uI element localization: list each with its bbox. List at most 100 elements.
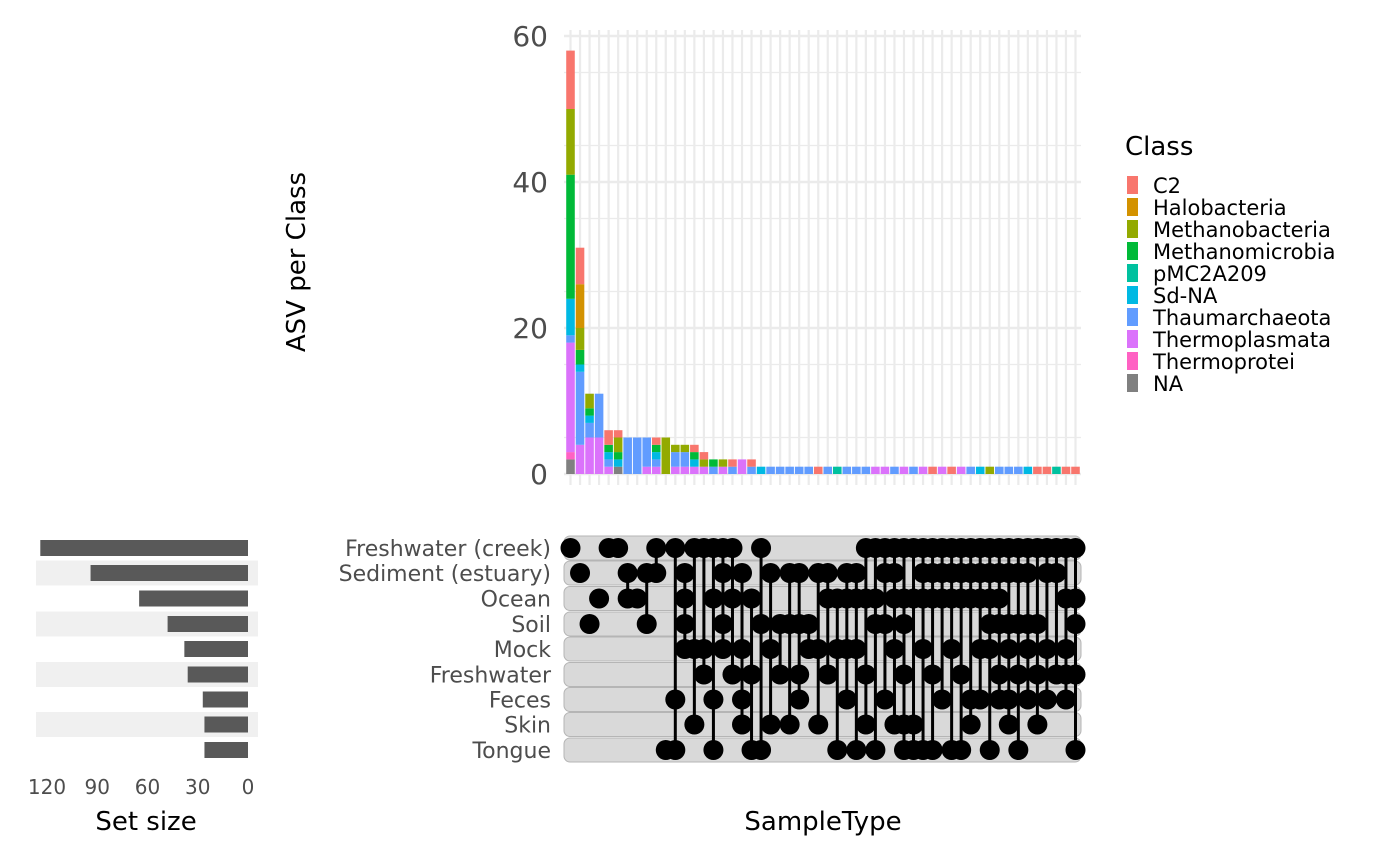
matrix-dot (722, 664, 743, 685)
matrix-dot (751, 538, 772, 558)
bar-segment (671, 466, 680, 474)
bar-segment (966, 466, 975, 474)
intersection-bar-panel: 0 20 40 60 (512, 20, 1081, 491)
bar-segment (604, 452, 613, 460)
set-label: Soil (511, 613, 551, 638)
matrix-dot (941, 639, 962, 659)
matrix-dot (865, 588, 886, 609)
bar-segment (699, 452, 709, 460)
set-size-tick-label: 0 (242, 775, 255, 799)
y-axis-title: ASV per Class (282, 172, 312, 352)
legend-label: Thermoprotei (1152, 350, 1295, 374)
set-size-axis-title: Set size (95, 807, 196, 837)
set-size-bar (167, 616, 248, 632)
set-size-tick-label: 90 (85, 775, 110, 799)
matrix-dot (1065, 538, 1086, 558)
legend-label: Methanomicrobia (1153, 240, 1336, 264)
matrix-dot (989, 588, 1010, 609)
matrix-dot (684, 714, 705, 735)
legend-swatch (1127, 374, 1138, 392)
matrix-dot (874, 614, 895, 634)
bar-segment (1052, 466, 1061, 474)
bar-segment (671, 444, 680, 453)
matrix-dot (893, 614, 914, 634)
set-label: Freshwater (430, 664, 552, 689)
bar-segment (566, 50, 575, 109)
matrix-dot (646, 538, 667, 558)
matrix-dot (979, 639, 1000, 659)
matrix-dot (989, 664, 1010, 685)
matrix-dot (732, 563, 753, 583)
matrix-dot (884, 639, 905, 659)
matrix-dot (1065, 664, 1086, 685)
bar-segment (747, 459, 756, 467)
bar-segment (575, 371, 585, 445)
bar-segment (613, 466, 623, 474)
bar-segment (1061, 466, 1071, 474)
bar-segment (566, 174, 575, 299)
matrix-dot (674, 588, 695, 609)
bar-segment (842, 466, 852, 474)
bar-segment (794, 466, 804, 474)
matrix-dot (1017, 639, 1038, 659)
matrix-dot (741, 664, 762, 685)
matrix-dot (808, 714, 829, 735)
set-size-panel: 120 90 60 30 0 (28, 540, 258, 799)
matrix-dot (884, 563, 905, 583)
bar-segment (718, 459, 728, 467)
bar-segment (947, 466, 956, 474)
matrix-dot (1008, 740, 1029, 760)
matrix-dot (865, 740, 886, 760)
legend-label: Methanobacteria (1153, 218, 1331, 242)
bar-segment (566, 109, 575, 175)
matrix-dot (693, 639, 714, 659)
bar-segment (747, 466, 756, 474)
set-size-tick-label: 30 (185, 775, 210, 799)
bar-segment (642, 466, 652, 474)
matrix-dot (1017, 689, 1038, 710)
matrix-dot (922, 664, 943, 685)
bar-segment (575, 444, 585, 474)
bar-segment (804, 466, 813, 474)
matrix-dot (779, 714, 800, 735)
matrix-dot (789, 664, 810, 685)
bar-segment (594, 437, 604, 474)
matrix-dot (1027, 614, 1048, 634)
set-label: Tongue (471, 739, 551, 764)
matrix-dot (712, 563, 733, 583)
set-label: Mock (494, 638, 552, 663)
matrix-dot (665, 689, 686, 710)
matrix-dot (760, 563, 781, 583)
bar-segment (728, 459, 737, 467)
bar-segment (680, 466, 690, 474)
bar-segment (575, 284, 585, 328)
matrix-dot (627, 588, 648, 609)
matrix-dot (703, 740, 724, 760)
legend-swatch (1127, 198, 1138, 216)
bar-segment (690, 459, 699, 467)
bar-segment (594, 393, 604, 438)
matrix-dot (636, 614, 657, 634)
matrix-dot (789, 563, 810, 583)
bar-segment (651, 452, 661, 460)
matrix-dot (932, 689, 953, 710)
bar-segment (699, 459, 709, 467)
matrix-dot (732, 714, 753, 735)
matrix-dot (1036, 639, 1057, 659)
bar-segment (709, 466, 718, 474)
bar-segment (585, 408, 594, 416)
bar-segment (651, 437, 661, 445)
matrix-dot (855, 714, 876, 735)
matrix-dot (913, 639, 934, 659)
bar-segment (651, 466, 661, 474)
matrix-dot (570, 563, 591, 583)
y-tick-label: 20 (512, 312, 548, 345)
matrix-dot (998, 689, 1019, 710)
bar-segment (985, 466, 995, 474)
bar-segment (585, 415, 594, 423)
matrix-dot (770, 664, 791, 685)
bar-segment (680, 444, 690, 453)
matrix-dot (951, 664, 972, 685)
bar-segment (699, 466, 709, 474)
